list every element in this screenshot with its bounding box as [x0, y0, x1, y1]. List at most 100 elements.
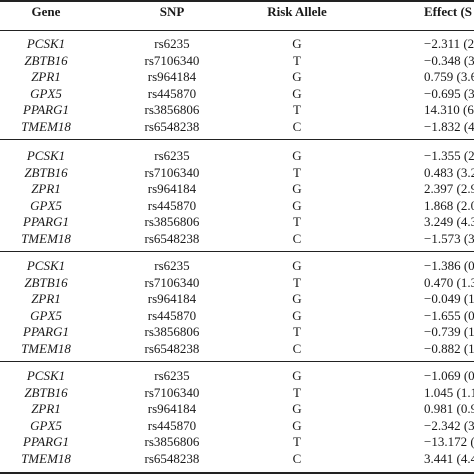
- gene-cell: GPX5: [30, 85, 62, 101]
- table-row: ZPR1 rs964184 G 0.759 (3.6: [0, 69, 474, 85]
- snp-cell: rs3856806: [144, 434, 200, 449]
- block-separator-rule: [0, 251, 474, 252]
- gene-cell: PCSK1: [26, 368, 66, 383]
- gene-cell: PPARG1: [23, 102, 69, 117]
- effect-cell: −0.348 (3.: [424, 52, 474, 68]
- gene-cell: ZBTB16: [24, 52, 68, 68]
- snp-cell: rs6548238: [144, 230, 200, 246]
- risk-allele-cell: T: [293, 384, 301, 400]
- risk-allele-cell: G: [292, 291, 302, 306]
- header-gene: Gene: [31, 4, 61, 19]
- block-separator-rule: [0, 139, 474, 140]
- snp-cell: rs7106340: [144, 164, 200, 180]
- table-row: GPX5 rs445870 G −0.695 (3.: [0, 86, 474, 102]
- gene-cell: GPX5: [30, 197, 62, 213]
- table-row: GPX5 rs445870 G −2.342 (3.: [0, 418, 474, 434]
- effect-cell: −2.342 (3.: [424, 417, 474, 433]
- gene-cell: GPX5: [30, 417, 62, 433]
- risk-allele-cell: G: [292, 181, 302, 196]
- risk-allele-cell: C: [292, 450, 302, 466]
- gene-cell: PCSK1: [26, 258, 66, 273]
- effect-cell: 1.868 (2.0: [424, 197, 474, 213]
- risk-allele-cell: G: [292, 69, 302, 84]
- risk-allele-cell: C: [292, 118, 302, 134]
- risk-allele-cell: T: [293, 102, 301, 117]
- gene-cell: PPARG1: [23, 434, 69, 449]
- risk-allele-cell: G: [292, 148, 302, 163]
- header-effect: Effect (S: [424, 4, 473, 19]
- table-row: PPARG1 rs3856806 T 3.249 (4.3: [0, 214, 474, 230]
- gene-cell: ZPR1: [31, 291, 61, 306]
- table-row: ZBTB16 rs7106340 T 0.483 (3.2: [0, 165, 474, 181]
- table-row: ZBTB16 rs7106340 T 0.470 (1.3: [0, 275, 474, 291]
- risk-allele-cell: G: [292, 368, 302, 383]
- effect-cell: −0.882 (1.: [424, 340, 474, 356]
- effect-cell: −1.069 (0.: [424, 368, 474, 383]
- snp-cell: rs6548238: [144, 450, 200, 466]
- effect-cell: 3.441 (4.4: [424, 450, 474, 466]
- effect-cell: 0.759 (3.6: [424, 69, 474, 84]
- effect-cell: −1.355 (2.: [424, 148, 474, 163]
- snp-cell: rs964184: [147, 181, 197, 196]
- gene-cell: PCSK1: [26, 36, 66, 51]
- risk-allele-cell: G: [292, 417, 302, 433]
- table-row: PPARG1 rs3856806 T −13.172 (6: [0, 434, 474, 450]
- snp-cell: rs6235: [154, 148, 190, 163]
- gene-cell: TMEM18: [21, 118, 71, 134]
- snp-cell: rs7106340: [144, 52, 200, 68]
- table-row: ZPR1 rs964184 G 0.981 (0.9: [0, 401, 474, 417]
- table-top-rule: [0, 0, 474, 2]
- effect-cell: 3.249 (4.3: [424, 214, 474, 229]
- effect-cell: −1.573 (3.: [424, 230, 474, 246]
- table-row: PCSK1 rs6235 G −2.311 (2.: [0, 36, 474, 52]
- risk-allele-cell: C: [292, 340, 302, 356]
- snp-cell: rs7106340: [144, 384, 200, 400]
- table-row: PCSK1 rs6235 G −1.386 (0.: [0, 258, 474, 274]
- snp-cell: rs6548238: [144, 340, 200, 356]
- effect-cell: −2.311 (2.: [424, 36, 474, 51]
- risk-allele-cell: T: [293, 324, 301, 339]
- risk-allele-cell: T: [293, 274, 301, 290]
- gene-cell: ZBTB16: [24, 274, 68, 290]
- risk-allele-cell: G: [292, 258, 302, 273]
- effect-cell: 0.483 (3.2: [424, 164, 474, 180]
- risk-allele-cell: G: [292, 307, 302, 323]
- snp-cell: rs3856806: [144, 324, 200, 339]
- snp-cell: rs6548238: [144, 118, 200, 134]
- risk-allele-cell: G: [292, 85, 302, 101]
- header-rule: [0, 30, 474, 31]
- table-row: TMEM18 rs6548238 C −0.882 (1.: [0, 341, 474, 357]
- table-row: TMEM18 rs6548238 C −1.832 (4.: [0, 119, 474, 135]
- gene-cell: TMEM18: [21, 230, 71, 246]
- snp-cell: rs964184: [147, 291, 197, 306]
- gene-cell: TMEM18: [21, 340, 71, 356]
- gene-cell: GPX5: [30, 307, 62, 323]
- snp-cell: rs3856806: [144, 214, 200, 229]
- effect-cell: 0.470 (1.3: [424, 274, 474, 290]
- table-row: GPX5 rs445870 G 1.868 (2.0: [0, 198, 474, 214]
- table-row: PPARG1 rs3856806 T 14.310 (6.: [0, 102, 474, 118]
- effect-cell: −1.832 (4.: [424, 118, 474, 134]
- table-bottom-rule: [0, 472, 474, 474]
- gene-cell: ZBTB16: [24, 384, 68, 400]
- effect-cell: 0.981 (0.9: [424, 401, 474, 416]
- snp-cell: rs445870: [147, 197, 197, 213]
- effect-cell: 2.397 (2.9: [424, 181, 474, 196]
- gene-cell: TMEM18: [21, 450, 71, 466]
- effect-cell: −0.049 (1.: [424, 291, 474, 306]
- snp-cell: rs7106340: [144, 274, 200, 290]
- effect-cell: −0.695 (3.: [424, 85, 474, 101]
- risk-allele-cell: G: [292, 36, 302, 51]
- table-row: PCSK1 rs6235 G −1.355 (2.: [0, 148, 474, 164]
- table-row: PPARG1 rs3856806 T −0.739 (1.: [0, 324, 474, 340]
- effect-cell: 1.045 (1.1: [424, 384, 474, 400]
- table-row: ZPR1 rs964184 G 2.397 (2.9: [0, 181, 474, 197]
- block-separator-rule: [0, 361, 474, 362]
- table-header-row: Gene SNP Risk Allele Effect (S: [0, 4, 474, 20]
- snp-cell: rs6235: [154, 368, 190, 383]
- risk-allele-cell: G: [292, 197, 302, 213]
- snp-cell: rs445870: [147, 307, 197, 323]
- risk-allele-cell: C: [292, 230, 302, 246]
- gene-cell: PPARG1: [23, 324, 69, 339]
- gene-cell: ZPR1: [31, 181, 61, 196]
